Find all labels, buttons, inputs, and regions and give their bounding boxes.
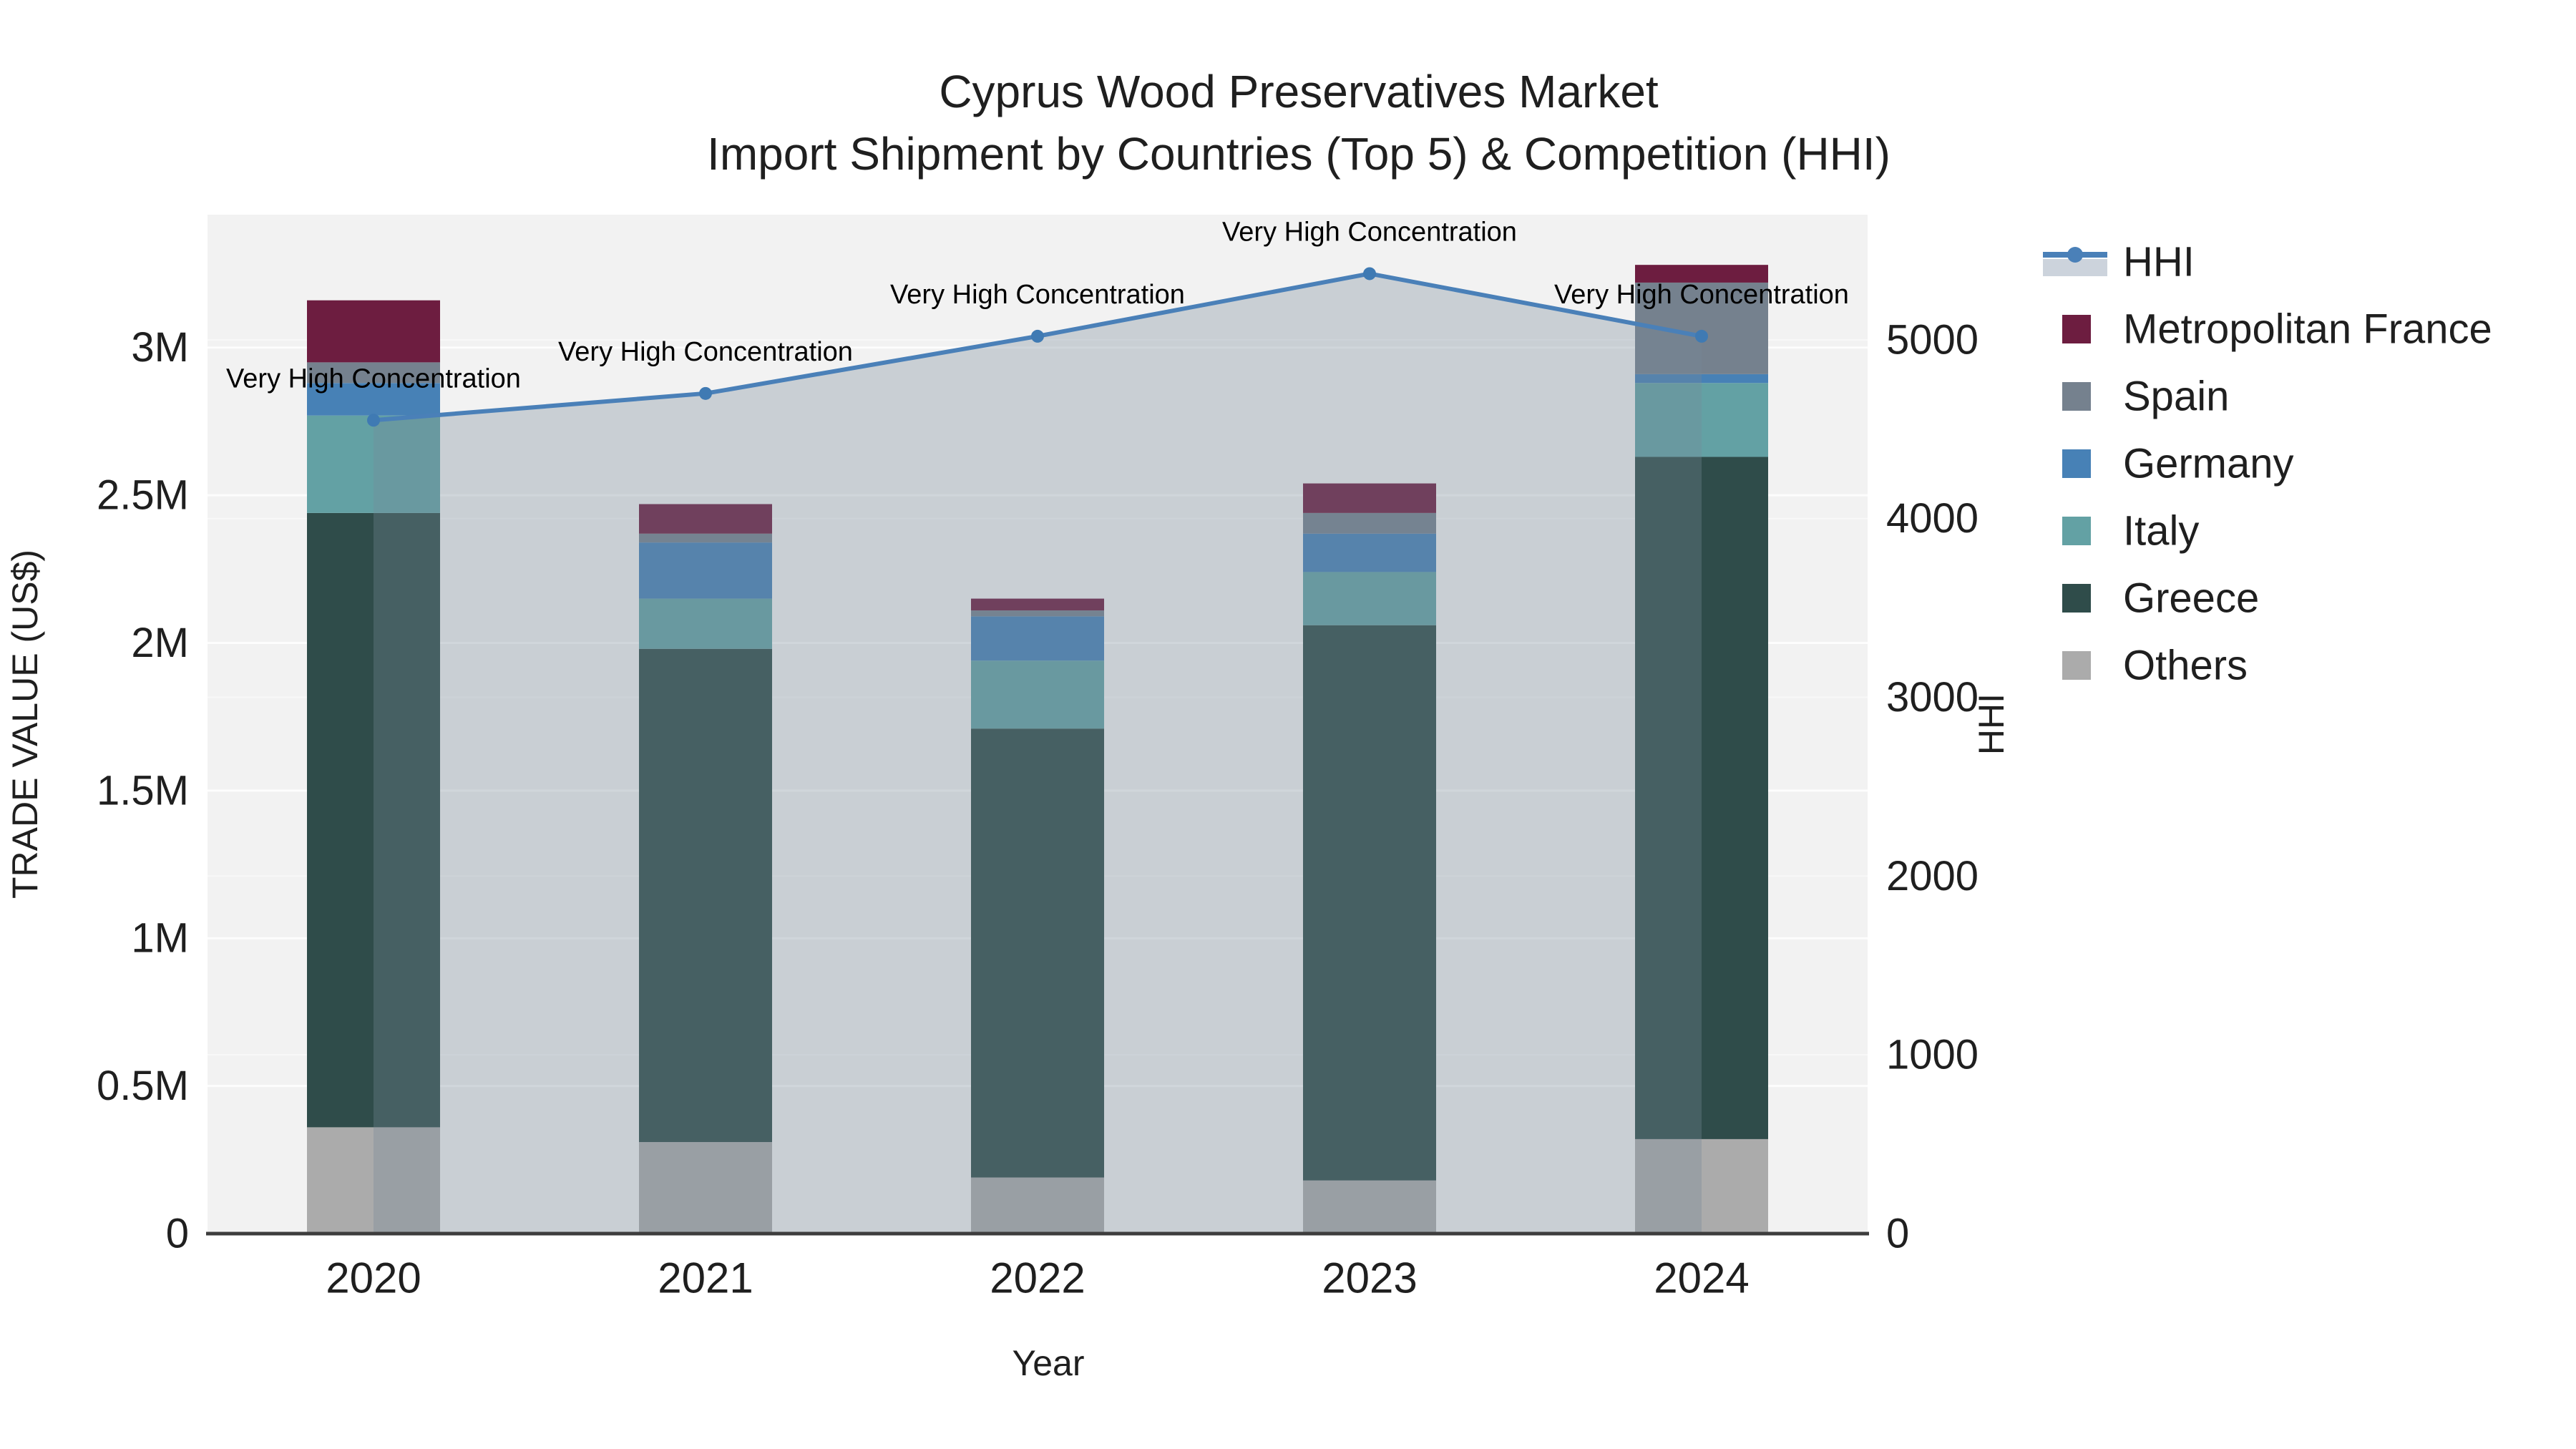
legend-label-hhi: HHI [2123,239,2195,286]
x-axis-tick-2024: 2024 [1654,1254,1749,1302]
legend-label-italy: Italy [2123,508,2199,555]
bar-2024-germany[interactable] [1635,374,1768,384]
bar-2021-metropolitan-france[interactable] [639,504,772,534]
y-axis-tick: 2M [131,620,189,666]
y2-axis-title: HHI [1971,693,2011,755]
legend-item-italy[interactable]: Italy [2062,508,2199,555]
legend-label-germany: Germany [2123,441,2294,487]
x-axis-ticks: 2020 2021 2022 2023 2024 [326,1254,1749,1302]
bar-stacks [307,265,1768,1234]
annotation-2022: Very High Concentration [890,280,1185,310]
bar-2020-metropolitan-france[interactable] [307,300,440,363]
chart-title-line2: Import Shipment by Countries (Top 5) & C… [707,128,1890,180]
legend-item-hhi[interactable]: HHI [2043,239,2195,286]
legend-item-metropolitan-france[interactable]: Metropolitan France [2062,306,2492,353]
bar-2022-greece[interactable] [971,728,1104,1178]
bar-2020-others[interactable] [307,1127,440,1234]
x-axis-tick-2020: 2020 [326,1254,421,1302]
legend-label-others: Others [2123,643,2248,689]
y2-axis-tick: 1000 [1886,1032,1979,1078]
bar-2021-spain[interactable] [639,533,772,543]
y2-axis-tick: 3000 [1886,674,1979,721]
bar-2020-germany[interactable] [307,383,440,416]
legend: HHI Metropolitan France Spain Germany Italy G… [2043,239,2492,689]
y-axis-tick: 1M [131,915,189,962]
y-axis-tick: 0 [166,1211,189,1257]
bar-2021-greece[interactable] [639,648,772,1143]
bar-2023-germany[interactable] [1303,533,1436,572]
annotations: Very High Concentration Very High Concent… [226,217,1849,394]
bar-2020-italy[interactable] [307,415,440,513]
bar-2024-greece[interactable] [1635,457,1768,1139]
bar-2022-others[interactable] [971,1177,1104,1234]
x-axis-tick-2021: 2021 [658,1254,753,1302]
bar-2020-greece[interactable] [307,512,440,1128]
annotation-2023: Very High Concentration [1222,217,1517,247]
hhi-marker-swatch [2067,247,2083,263]
y-axis-ticks: 0 0.5M 1M 1.5M 2M 2.5M 3M [97,324,189,1257]
bar-2023-metropolitan-france[interactable] [1303,483,1436,513]
hhi-marker-2022[interactable] [1031,329,1044,343]
y2-axis-tick: 2000 [1886,853,1979,899]
bar-2024-metropolitan-france[interactable] [1635,265,1768,283]
y2-axis-ticks: 0 1000 2000 3000 4000 5000 [1886,316,1979,1257]
y-axis-tick: 1.5M [97,767,189,814]
bar-2023-others[interactable] [1303,1180,1436,1234]
y-axis-title: TRADE VALUE (US$) [5,550,45,899]
legend-item-spain[interactable]: Spain [2062,374,2229,420]
x-axis-tick-2022: 2022 [990,1254,1085,1302]
legend-item-others[interactable]: Others [2062,643,2248,689]
bar-2020-spain[interactable] [307,362,440,384]
bar-2023-spain[interactable] [1303,512,1436,534]
bar-2021-italy[interactable] [639,598,772,649]
bar-2022-spain[interactable] [971,610,1104,617]
y2-axis-tick: 0 [1886,1211,1909,1257]
hhi-area-fill [374,273,1702,1234]
hhi-marker-2020[interactable] [367,414,380,427]
annotation-2021: Very High Concentration [558,337,853,367]
hhi-marker-2024[interactable] [1695,329,1708,343]
y2-axis-tick: 4000 [1886,495,1979,542]
legend-swatch-spain [2062,382,2091,411]
legend-item-germany[interactable]: Germany [2062,441,2294,487]
bar-2023-greece[interactable] [1303,625,1436,1181]
bar-2021-germany[interactable] [639,542,772,599]
x-axis-title: Year [1012,1343,1084,1383]
legend-label-greece: Greece [2123,575,2259,622]
y-axis-tick: 2.5M [97,472,189,519]
y-axis-tick: 3M [131,324,189,371]
hhi-markers [367,267,1708,427]
hhi-marker-2023[interactable] [1363,267,1376,280]
legend-label-spain: Spain [2123,374,2229,420]
bar-2022-metropolitan-france[interactable] [971,598,1104,611]
legend-swatch-metropolitan-france [2062,315,2091,343]
bar-2021-others[interactable] [639,1142,772,1234]
bar-2022-germany[interactable] [971,616,1104,661]
legend-swatch-greece [2062,584,2091,613]
bar-2022-italy[interactable] [971,660,1104,729]
bar-2024-italy[interactable] [1635,383,1768,457]
y2-axis-tick: 5000 [1886,316,1979,363]
x-axis-tick-2023: 2023 [1322,1254,1417,1302]
bar-2023-italy[interactable] [1303,572,1436,625]
legend-swatch-italy [2062,517,2091,545]
annotation-2020: Very High Concentration [226,364,521,394]
legend-item-greece[interactable]: Greece [2062,575,2259,622]
legend-swatch-germany [2062,449,2091,478]
legend-label-metropolitan-france: Metropolitan France [2123,306,2492,353]
legend-swatch-others [2062,651,2091,680]
chart-title-line1: Cyprus Wood Preservatives Market [939,66,1659,117]
bar-2024-others[interactable] [1635,1138,1768,1234]
annotation-2024: Very High Concentration [1554,280,1849,310]
y-axis-tick: 0.5M [97,1063,189,1109]
hhi-marker-2021[interactable] [699,386,712,400]
